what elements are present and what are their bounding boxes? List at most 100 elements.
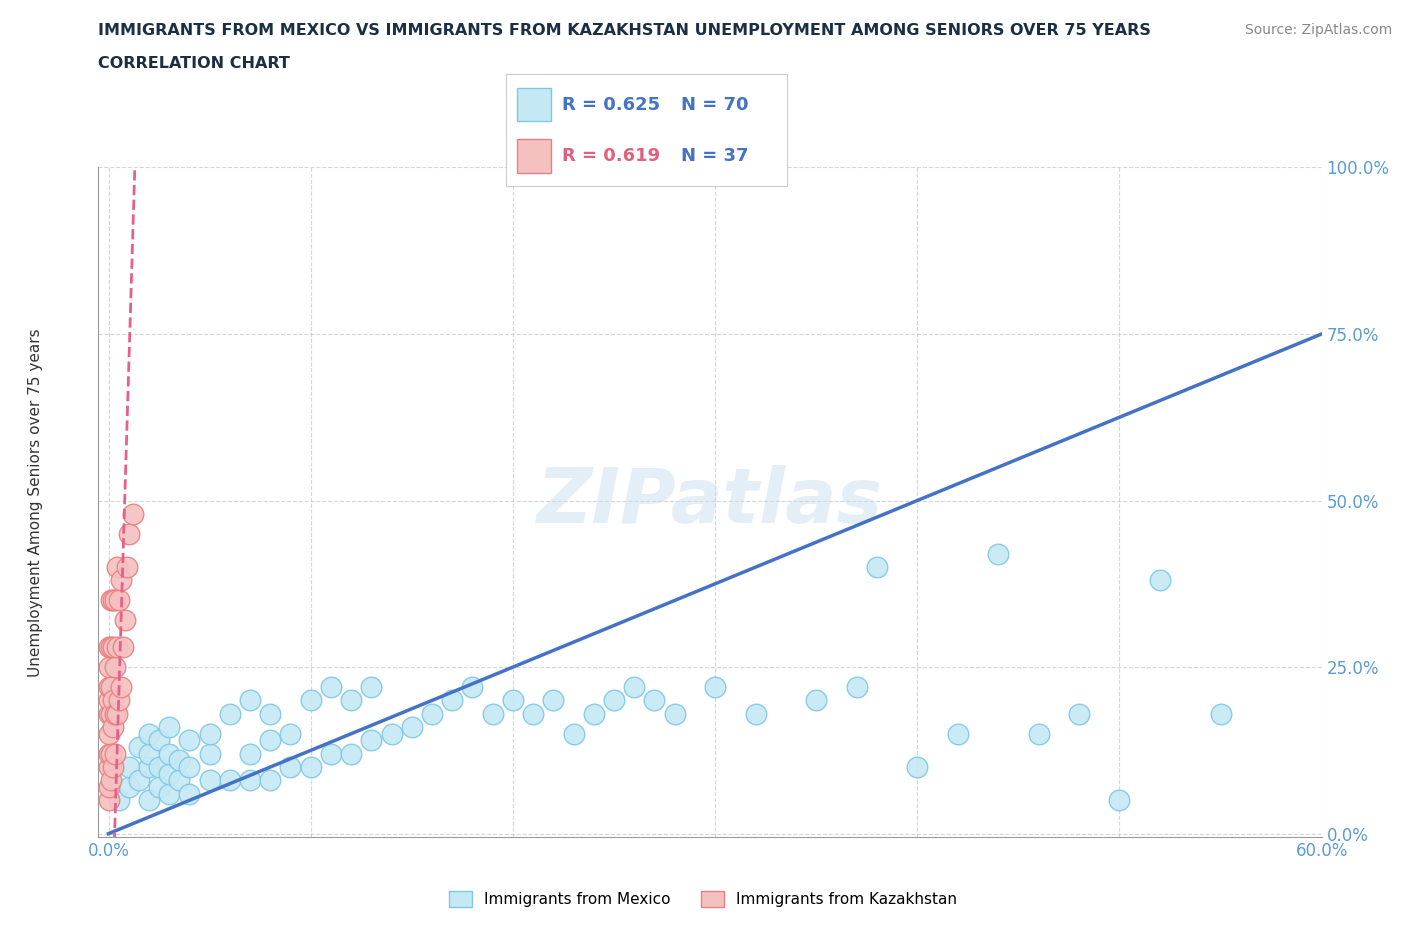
- Point: [138, 793, 160, 808]
- Point: [105, 640, 128, 655]
- Point: [157, 746, 180, 761]
- Point: [340, 693, 363, 708]
- Point: [157, 786, 180, 801]
- Point: [104, 593, 127, 608]
- Text: IMMIGRANTS FROM MEXICO VS IMMIGRANTS FROM KAZAKHSTAN UNEMPLOYMENT AMONG SENIORS : IMMIGRANTS FROM MEXICO VS IMMIGRANTS FRO…: [98, 23, 1152, 38]
- Point: [319, 680, 342, 695]
- Point: [97, 693, 120, 708]
- Point: [107, 693, 129, 708]
- Point: [169, 773, 191, 788]
- Point: [114, 613, 136, 628]
- Point: [148, 779, 170, 794]
- Point: [118, 779, 141, 794]
- Point: [110, 573, 132, 588]
- Point: [1028, 726, 1050, 741]
- Point: [179, 786, 201, 801]
- Point: [299, 760, 322, 775]
- Point: [522, 706, 544, 721]
- Text: R = 0.619: R = 0.619: [562, 147, 661, 165]
- Point: [866, 560, 889, 575]
- Point: [128, 739, 150, 754]
- Point: [97, 640, 120, 655]
- Point: [100, 593, 122, 608]
- Point: [905, 760, 928, 775]
- Point: [319, 746, 342, 761]
- Bar: [517, 87, 551, 121]
- Point: [461, 680, 484, 695]
- Point: [100, 640, 122, 655]
- Point: [744, 706, 766, 721]
- Point: [107, 593, 129, 608]
- Point: [97, 746, 120, 761]
- Point: [148, 760, 170, 775]
- Point: [1108, 793, 1130, 808]
- Point: [179, 760, 201, 775]
- Point: [239, 773, 262, 788]
- Text: N = 37: N = 37: [681, 147, 748, 165]
- Point: [100, 746, 122, 761]
- Point: [121, 507, 143, 522]
- Text: CORRELATION CHART: CORRELATION CHART: [98, 56, 290, 71]
- Point: [104, 706, 127, 721]
- Point: [105, 706, 128, 721]
- Point: [107, 793, 129, 808]
- Text: N = 70: N = 70: [681, 96, 748, 113]
- Point: [664, 706, 686, 721]
- Point: [118, 526, 141, 541]
- Point: [299, 693, 322, 708]
- Point: [169, 753, 191, 768]
- Point: [1149, 573, 1171, 588]
- Bar: [517, 140, 551, 173]
- Point: [1067, 706, 1090, 721]
- Point: [100, 773, 122, 788]
- Point: [105, 560, 128, 575]
- Point: [97, 779, 120, 794]
- Point: [239, 693, 262, 708]
- Point: [101, 593, 124, 608]
- Point: [562, 726, 585, 741]
- Point: [101, 760, 124, 775]
- Y-axis label: Unemployment Among Seniors over 75 years: Unemployment Among Seniors over 75 years: [28, 328, 42, 676]
- Point: [623, 680, 645, 695]
- Point: [111, 640, 134, 655]
- Point: [110, 680, 132, 695]
- Text: R = 0.625: R = 0.625: [562, 96, 661, 113]
- Point: [340, 746, 363, 761]
- Text: Source: ZipAtlas.com: Source: ZipAtlas.com: [1244, 23, 1392, 37]
- Point: [138, 746, 160, 761]
- Point: [401, 720, 423, 735]
- Point: [643, 693, 665, 708]
- Point: [441, 693, 464, 708]
- Point: [138, 726, 160, 741]
- Point: [543, 693, 565, 708]
- Point: [198, 746, 221, 761]
- Point: [128, 773, 150, 788]
- Point: [218, 773, 240, 788]
- Point: [259, 773, 281, 788]
- Point: [360, 680, 382, 695]
- Point: [97, 659, 120, 674]
- Legend: Immigrants from Mexico, Immigrants from Kazakhstan: Immigrants from Mexico, Immigrants from …: [443, 884, 963, 913]
- Point: [97, 760, 120, 775]
- Point: [118, 760, 141, 775]
- Point: [582, 706, 605, 721]
- Point: [360, 733, 382, 748]
- Point: [804, 693, 827, 708]
- Point: [946, 726, 969, 741]
- Point: [239, 746, 262, 761]
- Point: [502, 693, 524, 708]
- Point: [987, 547, 1010, 562]
- Point: [481, 706, 503, 721]
- Point: [97, 726, 120, 741]
- Point: [157, 766, 180, 781]
- Point: [603, 693, 626, 708]
- Point: [104, 659, 127, 674]
- Point: [100, 680, 122, 695]
- Point: [704, 680, 727, 695]
- Point: [104, 746, 127, 761]
- Point: [97, 793, 120, 808]
- Point: [259, 706, 281, 721]
- Point: [198, 726, 221, 741]
- Point: [845, 680, 868, 695]
- Point: [115, 560, 138, 575]
